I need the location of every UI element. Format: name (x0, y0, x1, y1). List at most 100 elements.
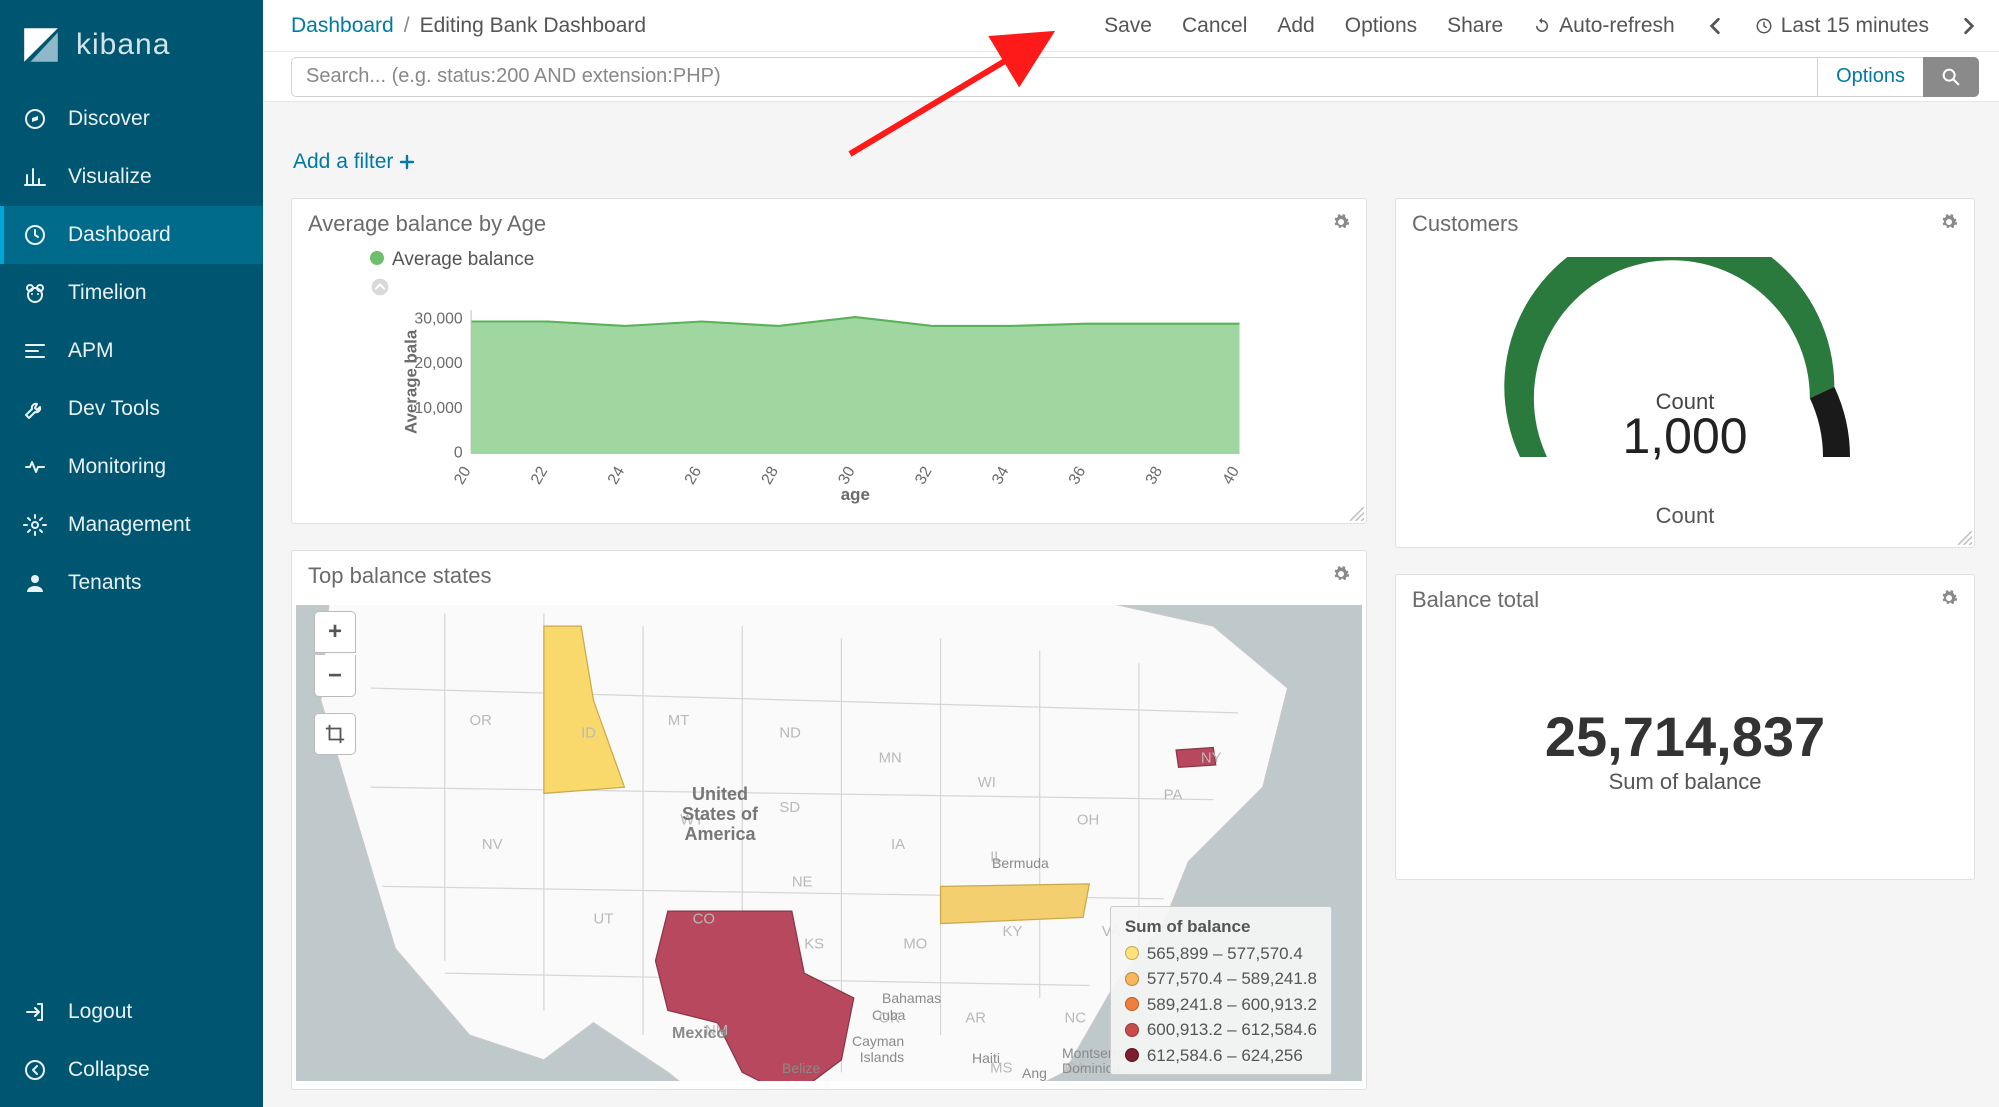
sidebar-item-apm[interactable]: APM (0, 322, 263, 380)
right-column: Customers Count1,000 Count Balance total (1395, 198, 1975, 1090)
svg-text:0: 0 (454, 445, 463, 462)
map-legend-row: 612,584.6 – 624,256 (1125, 1043, 1317, 1069)
svg-text:SD: SD (779, 800, 800, 816)
add-filter-button[interactable]: Add a filter (293, 150, 1975, 174)
map-legend-row: 600,913.2 – 612,584.6 (1125, 1017, 1317, 1043)
save-button[interactable]: Save (1104, 14, 1152, 38)
map-zoom-out-button[interactable]: − (314, 655, 356, 697)
svg-text:OR: OR (470, 713, 493, 729)
time-prev-button[interactable] (1705, 17, 1725, 35)
sidebar-item-label: Discover (68, 107, 150, 131)
svg-text:NY: NY (1201, 750, 1222, 766)
breadcrumb-dashboard-link[interactable]: Dashboard (291, 14, 394, 38)
time-next-button[interactable] (1959, 17, 1979, 35)
chevron-right-icon (1962, 17, 1976, 35)
sidebar-item-label: Monitoring (68, 455, 166, 479)
panel-top-balance-states: Top balance states + − (291, 550, 1367, 1090)
map-legend-title: Sum of balance (1125, 917, 1317, 937)
resize-handle-icon[interactable] (1958, 531, 1972, 545)
svg-text:40: 40 (1219, 464, 1243, 488)
sidebar-bottom: Logout Collapse (0, 983, 263, 1107)
svg-text:PA: PA (1164, 788, 1183, 804)
sidebar-item-dev-tools[interactable]: Dev Tools (0, 380, 263, 438)
panel-average-balance-by-age: Average balance by Age Average balance 3… (291, 198, 1367, 524)
autorefresh-button[interactable]: Auto-refresh (1533, 14, 1675, 38)
sidebar-item-label: Visualize (68, 165, 152, 189)
svg-text:26: 26 (682, 464, 706, 488)
svg-text:38: 38 (1143, 464, 1167, 488)
panel-title: Customers (1412, 211, 1518, 237)
sidebar-item-timelion[interactable]: Timelion (0, 264, 263, 322)
panel-settings-button[interactable] (1940, 213, 1958, 236)
svg-text:NM: NM (705, 1023, 728, 1039)
search-submit-button[interactable] (1923, 57, 1979, 97)
map-crop-button[interactable] (314, 713, 356, 755)
chevron-up-circle-icon[interactable] (370, 277, 390, 297)
refresh-icon (1533, 17, 1551, 35)
add-button[interactable]: Add (1277, 14, 1314, 38)
panel-settings-button[interactable] (1332, 565, 1350, 588)
sidebar-item-label: Logout (68, 1000, 132, 1024)
svg-text:32: 32 (912, 464, 935, 488)
svg-text:KY: KY (1003, 924, 1023, 940)
sidebar-item-tenants[interactable]: Tenants (0, 554, 263, 612)
add-filter-label: Add a filter (293, 150, 393, 174)
gear-icon (1940, 589, 1958, 607)
panel-settings-button[interactable] (1940, 589, 1958, 612)
timerange-button[interactable]: Last 15 minutes (1755, 14, 1929, 38)
sidebar-item-dashboard[interactable]: Dashboard (0, 206, 263, 264)
svg-text:ND: ND (779, 726, 801, 742)
sidebar-item-logout[interactable]: Logout (0, 983, 263, 1041)
heartbeat-icon (22, 454, 48, 480)
svg-text:age: age (841, 485, 870, 504)
crop-icon (324, 723, 346, 745)
svg-text:MT: MT (668, 713, 689, 729)
svg-text:30,000: 30,000 (414, 310, 462, 327)
autorefresh-label: Auto-refresh (1559, 14, 1675, 38)
map-region[interactable]: + − (292, 595, 1366, 1085)
panel-title: Average balance by Age (308, 211, 546, 237)
gear-icon (1940, 213, 1958, 231)
search-options-button[interactable]: Options (1818, 57, 1923, 97)
sidebar-item-visualize[interactable]: Visualize (0, 148, 263, 206)
svg-text:36: 36 (1066, 464, 1090, 488)
svg-text:CO: CO (693, 912, 715, 928)
logout-icon (22, 999, 48, 1025)
panel-customers: Customers Count1,000 Count (1395, 198, 1975, 548)
svg-text:NV: NV (482, 837, 503, 853)
map-legend: Sum of balance 565,899 – 577,570.4577,57… (1110, 906, 1332, 1076)
clock-icon (1755, 17, 1773, 35)
panel-settings-button[interactable] (1332, 213, 1350, 236)
svg-text:IL: IL (990, 850, 1002, 866)
svg-text:MO: MO (903, 936, 927, 952)
resize-handle-icon[interactable] (1350, 507, 1364, 521)
chart-legend: Average balance (370, 249, 1348, 271)
gear-icon (1332, 213, 1350, 231)
sidebar: kibana DiscoverVisualizeDashboardTimelio… (0, 0, 263, 1107)
map-legend-row: 589,241.8 – 600,913.2 (1125, 992, 1317, 1018)
sidebar-item-label: Management (68, 513, 191, 537)
metric-label: Sum of balance (1609, 769, 1762, 795)
lines-icon (22, 338, 48, 364)
options-button[interactable]: Options (1345, 14, 1417, 38)
sidebar-item-monitoring[interactable]: Monitoring (0, 438, 263, 496)
map-zoom-in-button[interactable]: + (314, 611, 356, 653)
svg-text:AR: AR (965, 1011, 986, 1027)
share-button[interactable]: Share (1447, 14, 1503, 38)
svg-text:MS: MS (990, 1060, 1012, 1076)
svg-text:20: 20 (451, 464, 475, 488)
sidebar-item-discover[interactable]: Discover (0, 90, 263, 148)
sidebar-item-collapse[interactable]: Collapse (0, 1041, 263, 1099)
sidebar-item-label: Dev Tools (68, 397, 160, 421)
svg-text:28: 28 (758, 464, 782, 488)
search-input[interactable] (291, 57, 1818, 97)
sidebar-item-management[interactable]: Management (0, 496, 263, 554)
svg-text:OH: OH (1077, 812, 1099, 828)
svg-text:NE: NE (792, 874, 813, 890)
kibana-logo-icon (20, 24, 62, 66)
cancel-button[interactable]: Cancel (1182, 14, 1247, 38)
breadcrumb-current: Editing Bank Dashboard (420, 14, 646, 38)
search-row: Options (263, 52, 1999, 102)
sidebar-item-label: Tenants (68, 571, 142, 595)
search-icon (1940, 66, 1962, 88)
